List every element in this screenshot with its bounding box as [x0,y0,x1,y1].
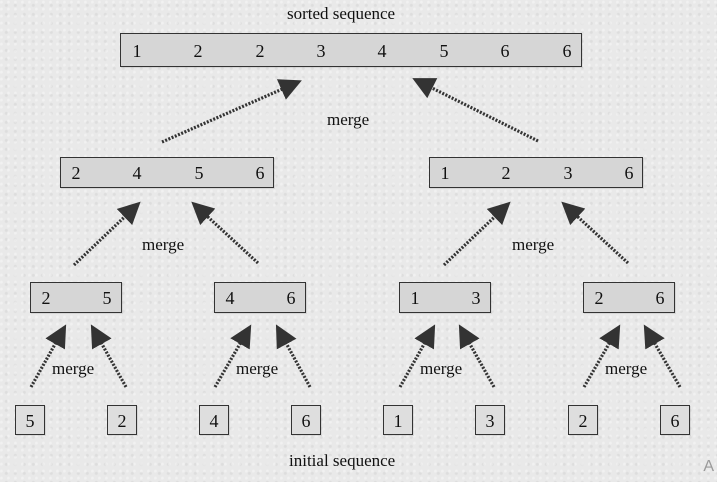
sorted-value: 2 [193,41,203,61]
merge-arrow [90,324,128,388]
merge-label-bottom: merge [52,359,95,378]
merge-label-bottom: merge [420,359,463,378]
sorted-value: 3 [316,41,326,61]
level2-value: 6 [255,163,265,183]
level2-box-left: 2 4 5 6 [60,157,274,188]
sorted-value: 4 [377,41,387,61]
merge-arrow [643,324,682,388]
sorted-value: 5 [439,41,449,61]
level2-value: 1 [440,163,450,183]
initial-value-box: 2 [107,405,137,435]
initial-value: 1 [393,411,403,431]
initial-value: 4 [209,411,219,431]
merge-label-bottom: merge [236,359,279,378]
initial-sequence-label: initial sequence [289,451,396,470]
level1-box: 2 6 [583,282,675,313]
initial-value-box: 6 [660,405,690,435]
corner-mark: A [703,458,714,475]
sorted-value: 2 [255,41,265,61]
initial-value-box: 4 [199,405,229,435]
level1-value: 4 [225,288,235,308]
initial-value: 6 [301,411,311,431]
level1-value: 5 [102,288,112,308]
initial-value-box: 1 [383,405,413,435]
level1-box: 2 5 [30,282,122,313]
initial-value-box: 6 [291,405,321,435]
merge-arrow [398,324,436,388]
sorted-value: 6 [562,41,572,61]
level1-value: 2 [594,288,604,308]
sorted-sequence-label: sorted sequence [287,4,396,23]
sorted-sequence-box: 1 2 2 3 4 5 6 6 [120,33,582,67]
initial-value: 2 [578,411,588,431]
level2-value: 5 [194,163,204,183]
merge-label-bottom: merge [605,359,648,378]
merge-arrow [582,324,621,388]
initial-value: 6 [670,411,680,431]
merge-label-top: merge [327,110,370,129]
merge-arrow [442,201,511,267]
level2-value: 2 [501,163,511,183]
merge-arrow [275,324,312,388]
initial-value-box: 2 [568,405,598,435]
merge-label-mid-left: merge [142,235,185,254]
merge-arrow [412,78,539,143]
sorted-value: 1 [132,41,142,61]
merge-arrow [161,79,302,144]
level2-value: 4 [132,163,142,183]
level1-box: 4 6 [214,282,306,313]
level1-box: 1 3 [399,282,491,313]
merge-arrow [72,201,141,267]
initial-value: 2 [117,411,127,431]
merge-label-mid-right: merge [512,235,555,254]
level1-value: 6 [655,288,665,308]
level2-value: 6 [624,163,634,183]
initial-value: 3 [485,411,495,431]
level2-value: 3 [563,163,573,183]
level1-value: 6 [286,288,296,308]
level1-value: 2 [41,288,51,308]
initial-value-box: 3 [475,405,505,435]
level2-value: 2 [71,163,81,183]
merge-arrow [213,324,252,388]
merge-arrow [561,201,630,265]
merge-arrow [458,324,496,388]
merge-arrow [191,201,260,265]
level1-value: 3 [471,288,481,308]
level1-value: 1 [410,288,420,308]
merge-arrow [29,324,67,388]
level2-box-right: 1 2 3 6 [429,157,643,188]
sorted-value: 6 [500,41,510,61]
initial-value-box: 5 [15,405,45,435]
initial-value: 5 [25,411,35,431]
